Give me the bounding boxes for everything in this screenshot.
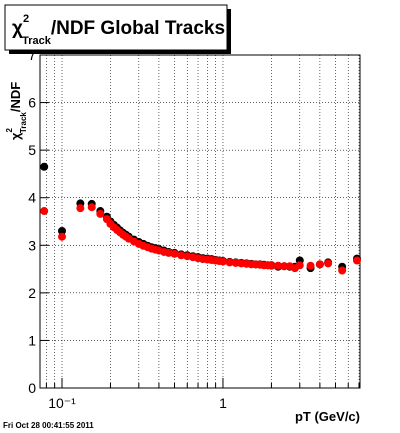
data-point [306, 261, 315, 270]
data-point [76, 204, 85, 213]
title-symbol: χ [12, 18, 23, 39]
title-text: /NDF Global Tracks [51, 18, 225, 39]
data-point [274, 261, 283, 270]
y-axis-label: χ2 Track/NDF [5, 82, 28, 140]
x-axis-label: pT (GeV/c) [295, 409, 360, 424]
y-label-sub: Track [19, 112, 28, 133]
data-point [338, 266, 347, 275]
data-point [280, 262, 289, 271]
footer: Fri Oct 28 00:41:55 2011 [3, 421, 94, 430]
y-tick-label: 4 [28, 190, 36, 206]
title-sub: Track [22, 35, 52, 47]
x-tick-label: 10⁻¹ [48, 395, 76, 411]
data-point [177, 251, 186, 260]
title-sup: 2 [23, 13, 29, 25]
data-point [267, 261, 276, 270]
x-tick-label: 1 [219, 395, 227, 411]
y-tick-label: 0 [28, 380, 36, 396]
title-box [4, 4, 228, 51]
y-label-sup: 2 [5, 128, 14, 133]
data-point [295, 261, 304, 270]
data-point [87, 203, 96, 212]
chart-title: χ2 Track/NDF Global Tracks [12, 13, 225, 47]
data-point [40, 162, 49, 171]
data-point [40, 207, 49, 216]
data-point [170, 249, 179, 258]
data-point [315, 260, 324, 269]
data-point [218, 257, 227, 266]
y-tick-label: 6 [28, 95, 36, 111]
data-point [324, 259, 333, 268]
data-point [58, 232, 67, 241]
y-tick-label: 1 [28, 332, 36, 348]
y-tick-label: 2 [28, 285, 36, 301]
y-label-symbol: χ [8, 132, 23, 140]
data-point [352, 256, 361, 265]
y-tick-label: 7 [28, 47, 36, 63]
y-label-text: /NDF [8, 82, 23, 112]
y-tick-label: 3 [28, 237, 36, 253]
data-point [96, 209, 105, 218]
data-point [58, 227, 67, 236]
data-point [225, 258, 234, 267]
y-tick-label: 5 [28, 142, 36, 158]
